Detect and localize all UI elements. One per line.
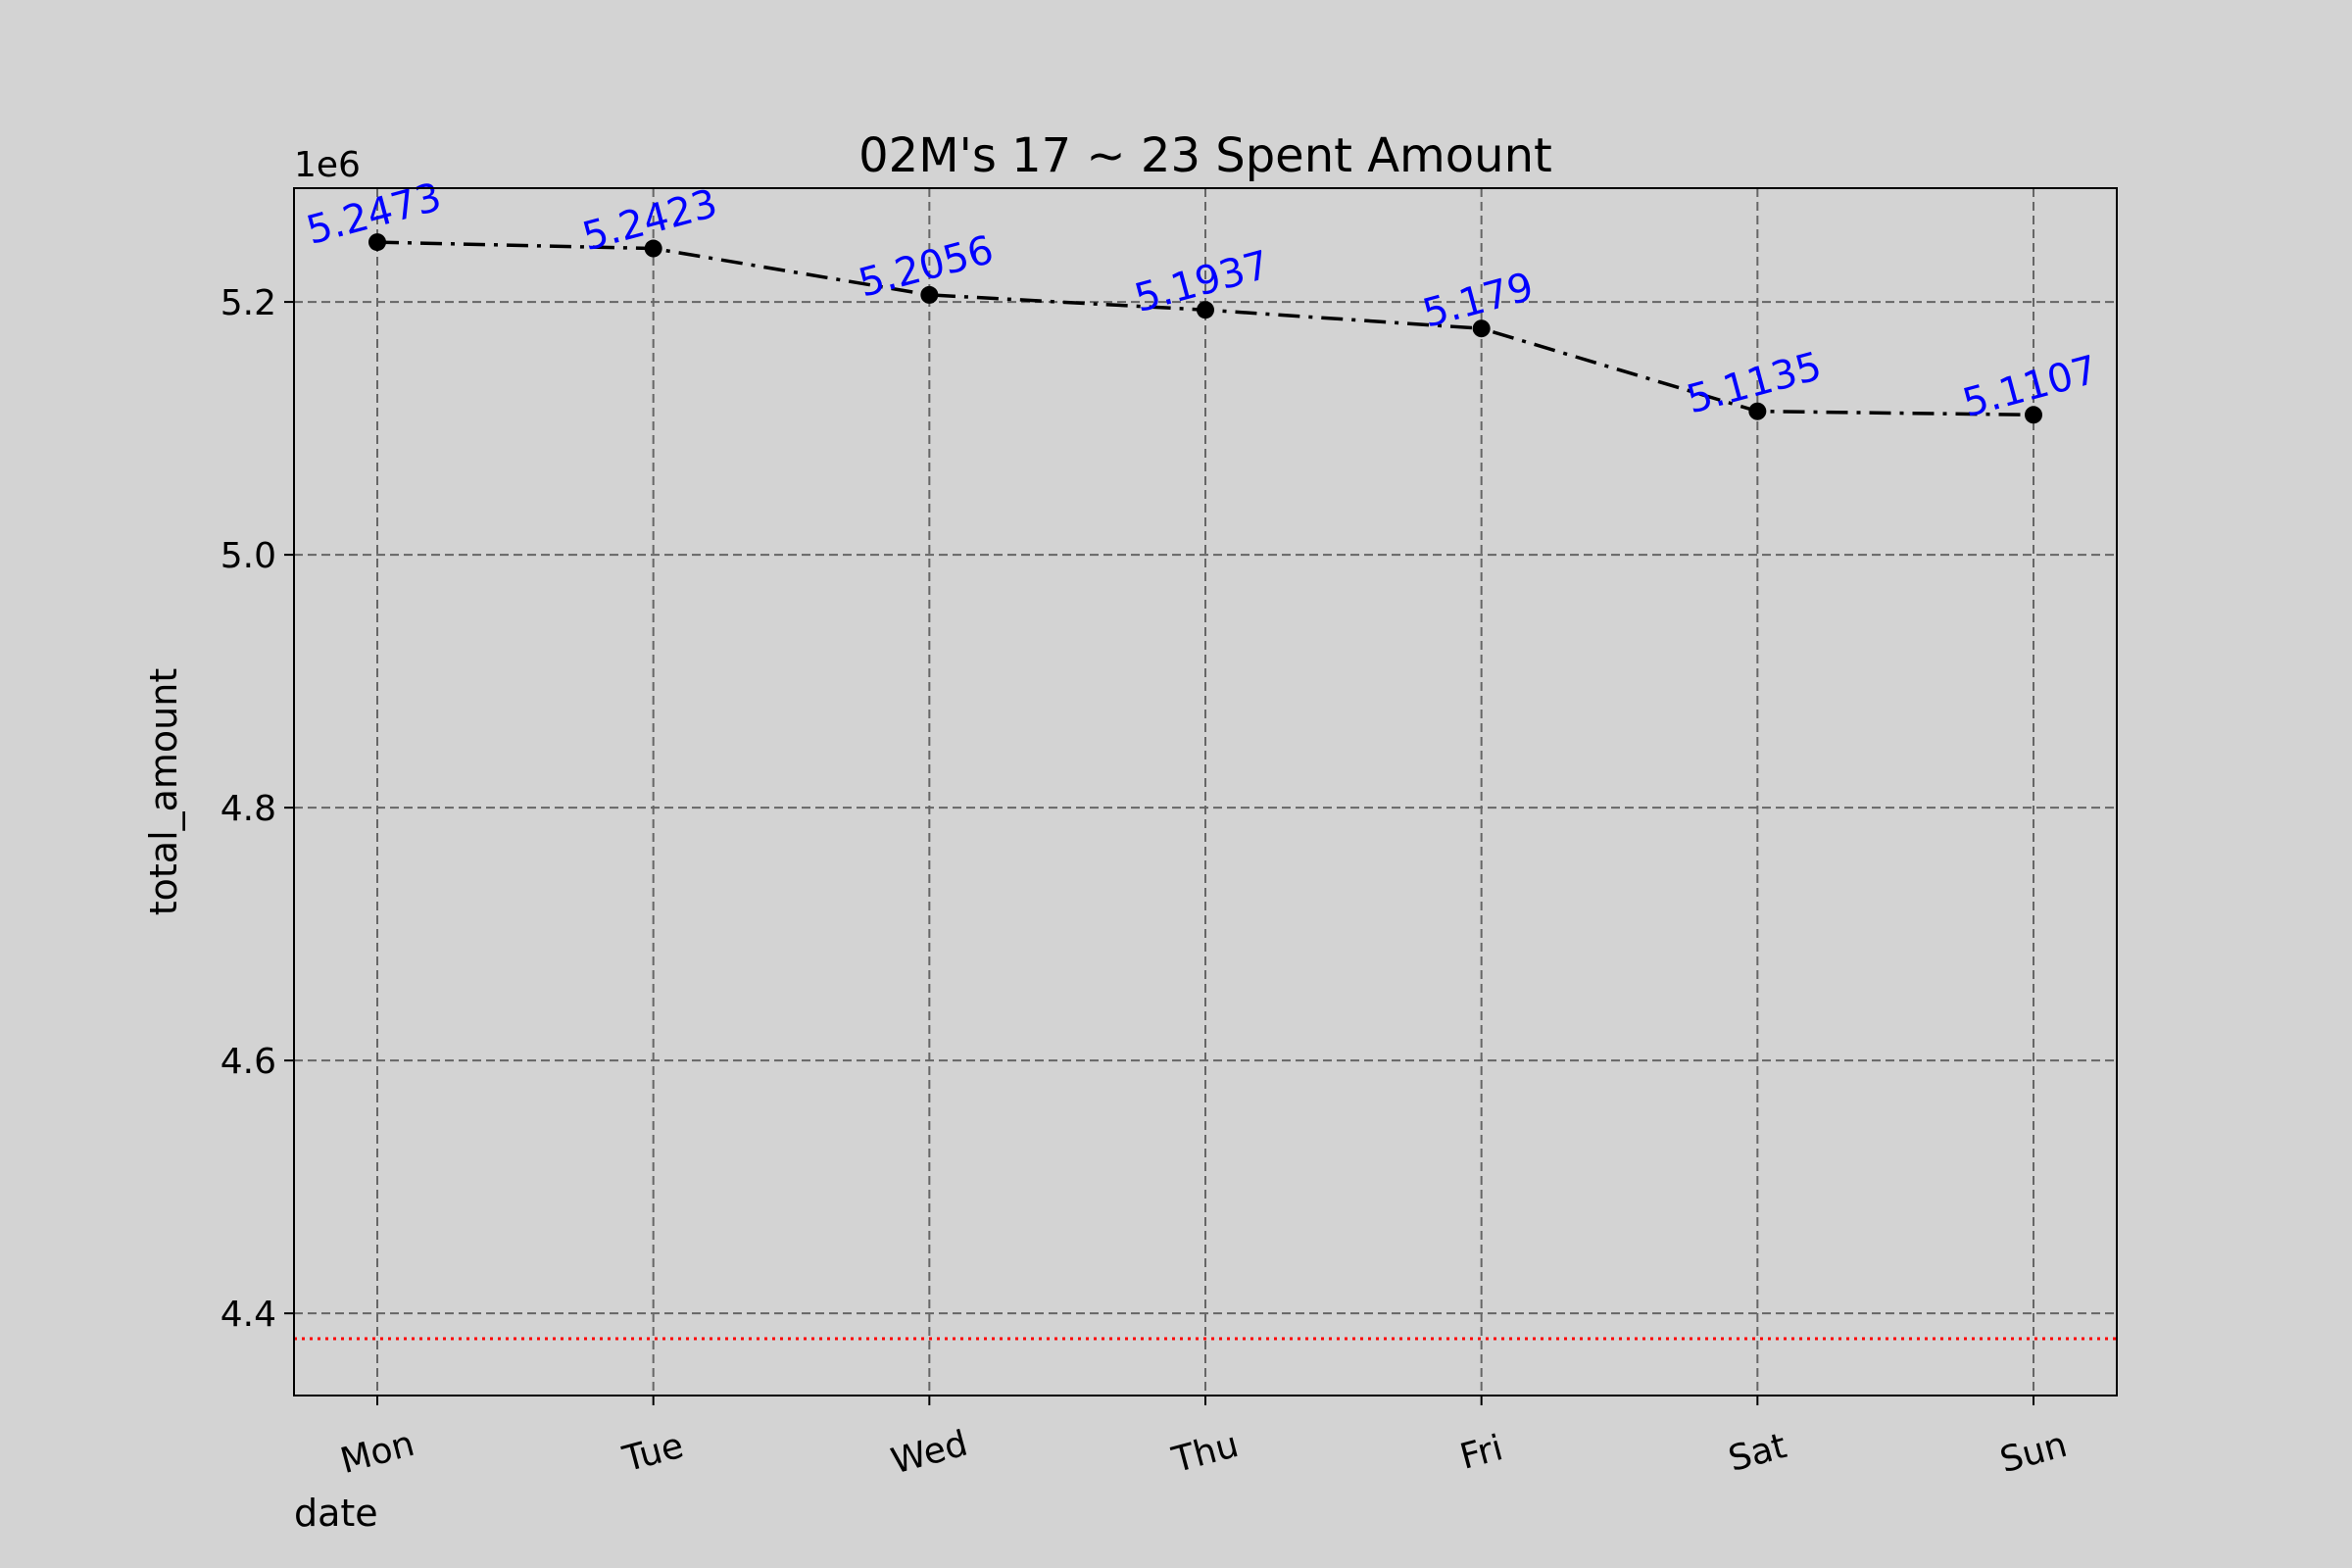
y-tick-label: 4.4 [220, 1295, 276, 1335]
y-tick-label: 5.2 [220, 283, 276, 323]
data-point [1472, 319, 1491, 338]
data-point [1748, 402, 1767, 420]
chart-title: 02M's 17 ~ 23 Spent Amount [858, 128, 1552, 183]
y-axis-label: total_amount [142, 668, 185, 916]
y-tick-label: 5.0 [220, 536, 276, 576]
data-point [920, 285, 939, 304]
data-point [2025, 406, 2042, 424]
data-points [368, 233, 2042, 424]
y-tick-label: 4.6 [220, 1042, 276, 1082]
x-axis-label: date [294, 1492, 378, 1535]
y-tick-label: 4.8 [220, 789, 276, 829]
data-point [1197, 301, 1214, 319]
data-point [644, 239, 662, 258]
data-point [368, 233, 386, 252]
y-axis-offset-label: 1e6 [294, 145, 361, 185]
